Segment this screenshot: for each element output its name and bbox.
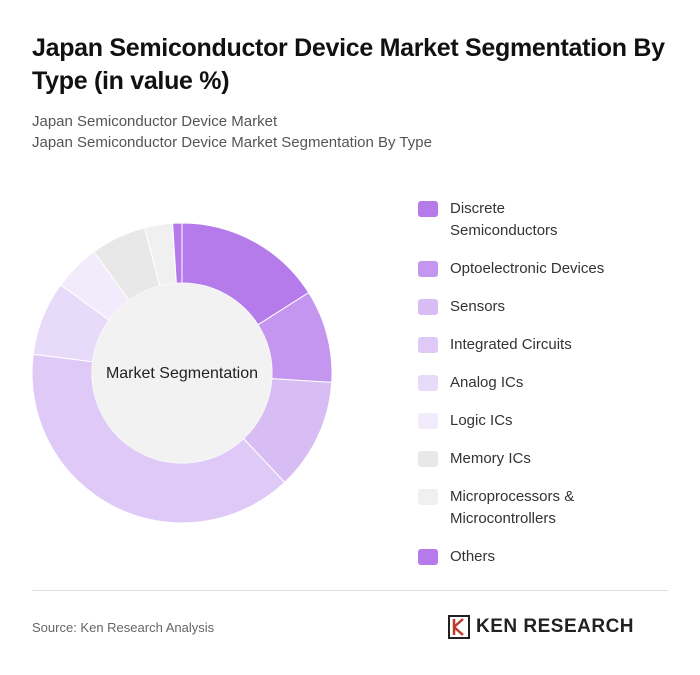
- legend-swatch: [418, 451, 438, 467]
- donut-chart: Market Segmentation: [31, 222, 333, 524]
- legend-label: Integrated Circuits: [450, 336, 572, 353]
- chart-title: Japan Semiconductor Device Market Segmen…: [32, 34, 665, 95]
- legend-item: Integrated Circuits: [418, 334, 678, 356]
- legend-swatch: [418, 489, 438, 505]
- legend-item: Others: [418, 546, 678, 568]
- legend-item: Microprocessors & Microcontrollers: [418, 486, 678, 530]
- divider: [32, 590, 668, 591]
- legend-item: Optoelectronic Devices: [418, 258, 678, 280]
- legend-swatch: [418, 375, 438, 391]
- legend-item: Discrete Semiconductors: [418, 198, 678, 242]
- legend-swatch: [418, 201, 438, 217]
- legend-label: Memory ICs: [450, 450, 531, 467]
- subtitle: Japan Semiconductor Device Market Segmen…: [32, 134, 432, 151]
- subtitle: Japan Semiconductor Device Market: [32, 113, 278, 130]
- legend-swatch: [418, 337, 438, 353]
- logo: KEN RESEARCH: [448, 615, 634, 639]
- legend-label: Microprocessors & Microcontrollers: [450, 488, 575, 527]
- legend-item: Analog ICs: [418, 372, 678, 394]
- center-label: Market Segmentation: [106, 365, 258, 382]
- source: Source: Ken Research Analysis: [32, 620, 215, 635]
- legend-swatch: [418, 261, 438, 277]
- legend-item: Logic ICs: [418, 410, 678, 432]
- legend-swatch: [418, 299, 438, 315]
- legend-item: Sensors: [418, 296, 678, 318]
- legend-label: Sensors: [450, 298, 506, 315]
- legend-label: Analog ICs: [450, 374, 524, 391]
- legend-item: Memory ICs: [418, 448, 678, 470]
- logo-text: KEN RESEARCH: [476, 616, 635, 637]
- legend-swatch: [418, 413, 438, 429]
- donut-hole: [92, 283, 272, 463]
- legend-label: Logic ICs: [450, 412, 513, 429]
- legend-label: Optoelectronic Devices: [450, 260, 605, 277]
- legend-swatch: [418, 549, 438, 565]
- legend-label: Others: [450, 548, 496, 565]
- legend-label: Discrete Semiconductors: [450, 200, 558, 239]
- legend: Discrete Semiconductors Optoelectronic De…: [418, 198, 678, 584]
- logo-icon: [448, 615, 470, 639]
